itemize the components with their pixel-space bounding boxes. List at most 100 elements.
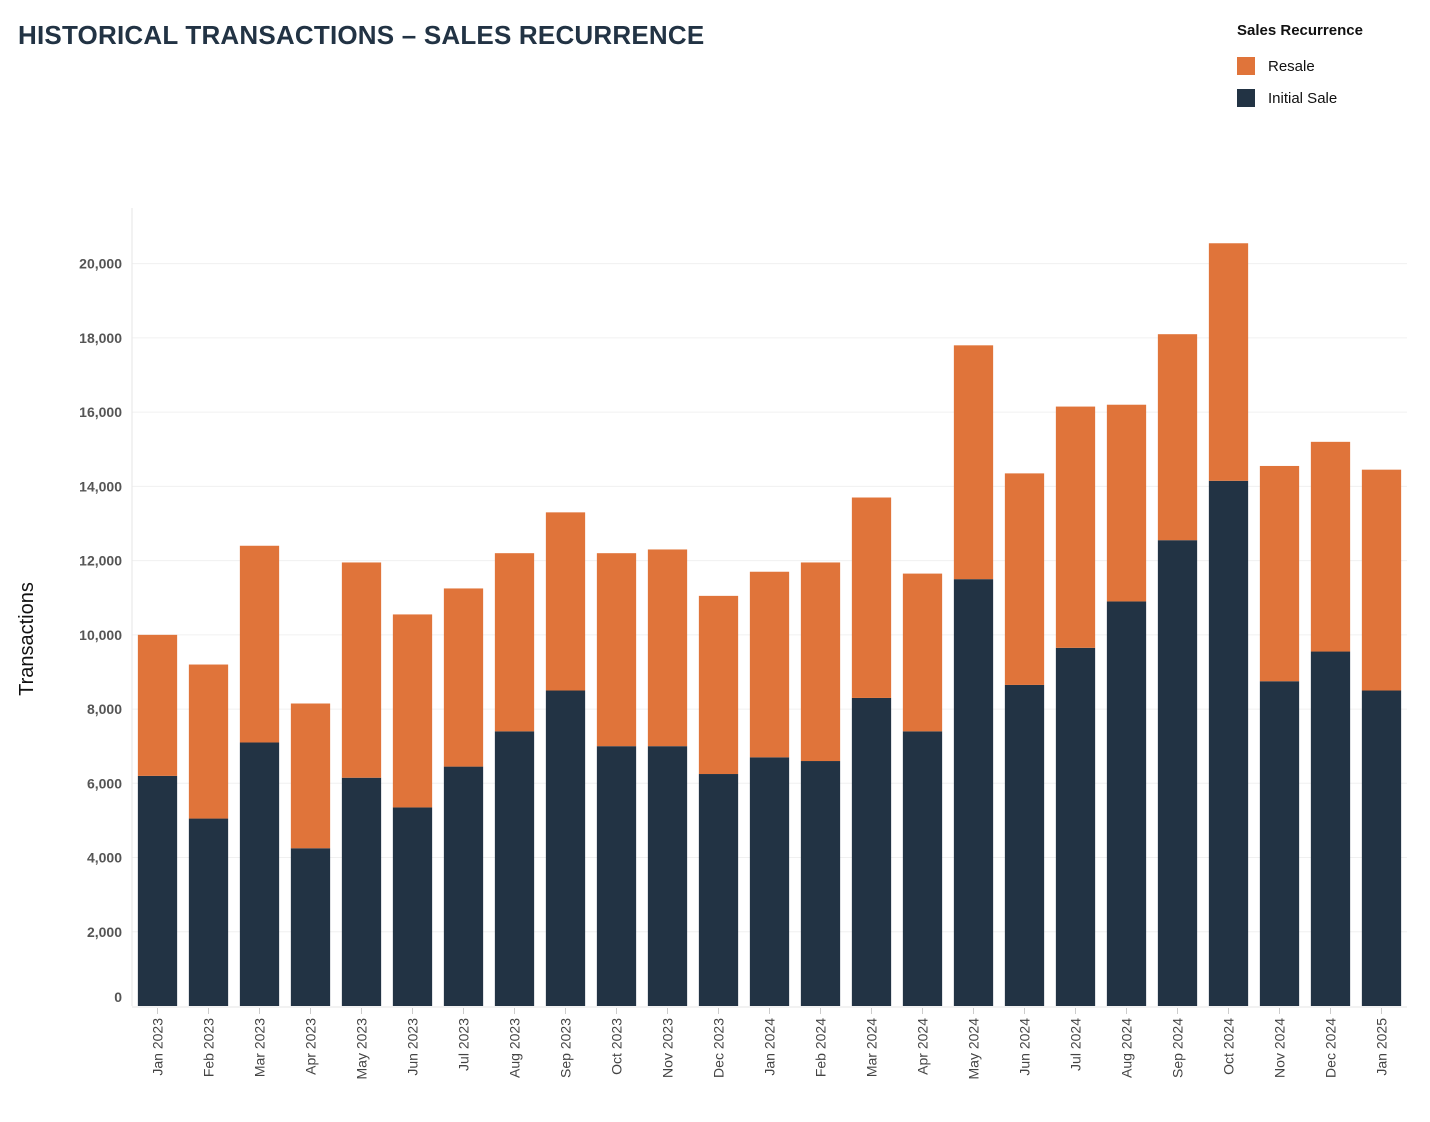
x-tick-label: Dec 2023 [711,1018,727,1078]
x-tick-label: Jun 2024 [1017,1018,1033,1076]
bar-resale[interactable] [1055,406,1096,648]
x-tick-label: Mar 2024 [864,1018,880,1077]
x-axis-ticks: Jan 2023 Feb 2023 Mar 2023 Apr 2023 May 2023… [150,1008,1390,1079]
x-tick-label: Oct 2023 [609,1018,625,1075]
bar-initial-sale[interactable] [698,774,739,1006]
x-tick-label: Sep 2023 [558,1018,574,1078]
x-tick-label: Aug 2024 [1119,1018,1135,1078]
bar-initial-sale[interactable] [749,757,790,1006]
legend-swatch-resale [1237,57,1255,75]
bar-initial-sale[interactable] [1361,690,1402,1006]
bar-initial-sale[interactable] [341,777,382,1006]
x-tick-label: Dec 2024 [1323,1018,1339,1078]
x-tick-label: Nov 2024 [1272,1018,1288,1078]
bar-resale[interactable] [902,573,943,732]
x-tick-label: May 2024 [966,1018,982,1080]
bar-resale[interactable] [188,664,229,819]
x-tick-label: Apr 2023 [303,1018,319,1075]
y-tick-label: 2,000 [87,924,122,940]
y-tick-label: 6,000 [87,775,122,791]
bar-resale[interactable] [953,345,994,580]
bar-initial-sale[interactable] [1055,647,1096,1006]
bar-resale[interactable] [545,512,586,691]
y-axis-ticks: 0 2,000 4,000 6,000 8,000 10,000 12,000 14,000 1… [79,256,122,1005]
bar-initial-sale[interactable] [545,690,586,1006]
x-tick-label: Aug 2023 [507,1018,523,1078]
bar-resale[interactable] [1106,404,1147,602]
bar-resale[interactable] [1208,243,1249,481]
bar-initial-sale[interactable] [290,848,331,1006]
legend-item-initial-sale[interactable]: Initial Sale [1237,89,1363,107]
chart-title: HISTORICAL TRANSACTIONS – SALES RECURREN… [18,20,705,50]
x-tick-label: Jul 2024 [1068,1018,1084,1071]
legend: Sales Recurrence Resale Initial Sale [1237,22,1363,121]
bars [137,243,1402,1006]
x-tick-label: Jun 2023 [405,1018,421,1076]
bar-initial-sale[interactable] [1157,540,1198,1006]
x-tick-label: Jan 2024 [762,1018,778,1076]
legend-label-resale: Resale [1268,57,1315,75]
bar-initial-sale[interactable] [800,761,841,1006]
bar-initial-sale[interactable] [137,775,178,1006]
y-tick-label: 14,000 [79,478,122,494]
x-tick-label: May 2023 [354,1018,370,1080]
bar-resale[interactable] [137,634,178,776]
legend-title: Sales Recurrence [1237,22,1363,39]
bar-initial-sale[interactable] [1259,681,1300,1006]
y-tick-label: 8,000 [87,701,122,717]
x-tick-label: Feb 2023 [201,1018,217,1077]
bar-resale[interactable] [290,703,331,849]
y-tick-label: 10,000 [79,627,122,643]
y-tick-label: 4,000 [87,850,122,866]
bar-resale[interactable] [341,562,382,778]
legend-label-initial-sale: Initial Sale [1268,89,1338,107]
x-tick-label: Sep 2024 [1170,1018,1186,1078]
bar-initial-sale[interactable] [902,731,943,1006]
x-tick-label: Feb 2024 [813,1018,829,1077]
bar-resale[interactable] [1157,334,1198,541]
bar-resale[interactable] [749,571,790,758]
x-tick-label: Oct 2024 [1221,1018,1237,1075]
legend-swatch-initial-sale [1237,89,1255,107]
y-tick-label: 0 [114,989,122,1005]
y-tick-label: 12,000 [79,553,122,569]
bar-initial-sale[interactable] [851,697,892,1006]
bar-initial-sale[interactable] [239,742,280,1006]
bar-initial-sale[interactable] [392,807,433,1006]
bar-resale[interactable] [1004,473,1045,685]
bar-resale[interactable] [1361,469,1402,691]
x-tick-label: Mar 2023 [252,1018,268,1077]
x-tick-label: Jul 2023 [456,1018,472,1071]
bar-initial-sale[interactable] [647,746,688,1006]
bar-resale[interactable] [494,553,535,732]
bar-initial-sale[interactable] [1310,651,1351,1006]
bar-resale[interactable] [596,553,637,747]
y-tick-label: 20,000 [79,256,122,272]
x-tick-label: Nov 2023 [660,1018,676,1078]
bar-resale[interactable] [1310,441,1351,652]
bar-initial-sale[interactable] [494,731,535,1006]
y-tick-label: 18,000 [79,330,122,346]
bar-resale[interactable] [1259,465,1300,682]
bar-resale[interactable] [800,562,841,762]
legend-item-resale[interactable]: Resale [1237,57,1363,75]
bar-resale[interactable] [698,595,739,775]
y-axis-label: Transactions [16,582,38,696]
bar-initial-sale[interactable] [1106,601,1147,1006]
bar-initial-sale[interactable] [1208,480,1249,1006]
x-tick-label: Apr 2024 [915,1018,931,1075]
bar-initial-sale[interactable] [596,746,637,1006]
bar-resale[interactable] [392,614,433,808]
bar-resale[interactable] [239,545,280,743]
bar-initial-sale[interactable] [953,579,994,1006]
bar-initial-sale[interactable] [1004,684,1045,1006]
x-tick-label: Jan 2025 [1374,1018,1390,1076]
x-tick-label: Jan 2023 [150,1018,166,1076]
bar-resale[interactable] [851,497,892,698]
bar-initial-sale[interactable] [443,766,484,1006]
bar-initial-sale[interactable] [188,818,229,1006]
bar-resale[interactable] [443,588,484,767]
y-tick-label: 16,000 [79,404,122,420]
bar-resale[interactable] [647,549,688,747]
